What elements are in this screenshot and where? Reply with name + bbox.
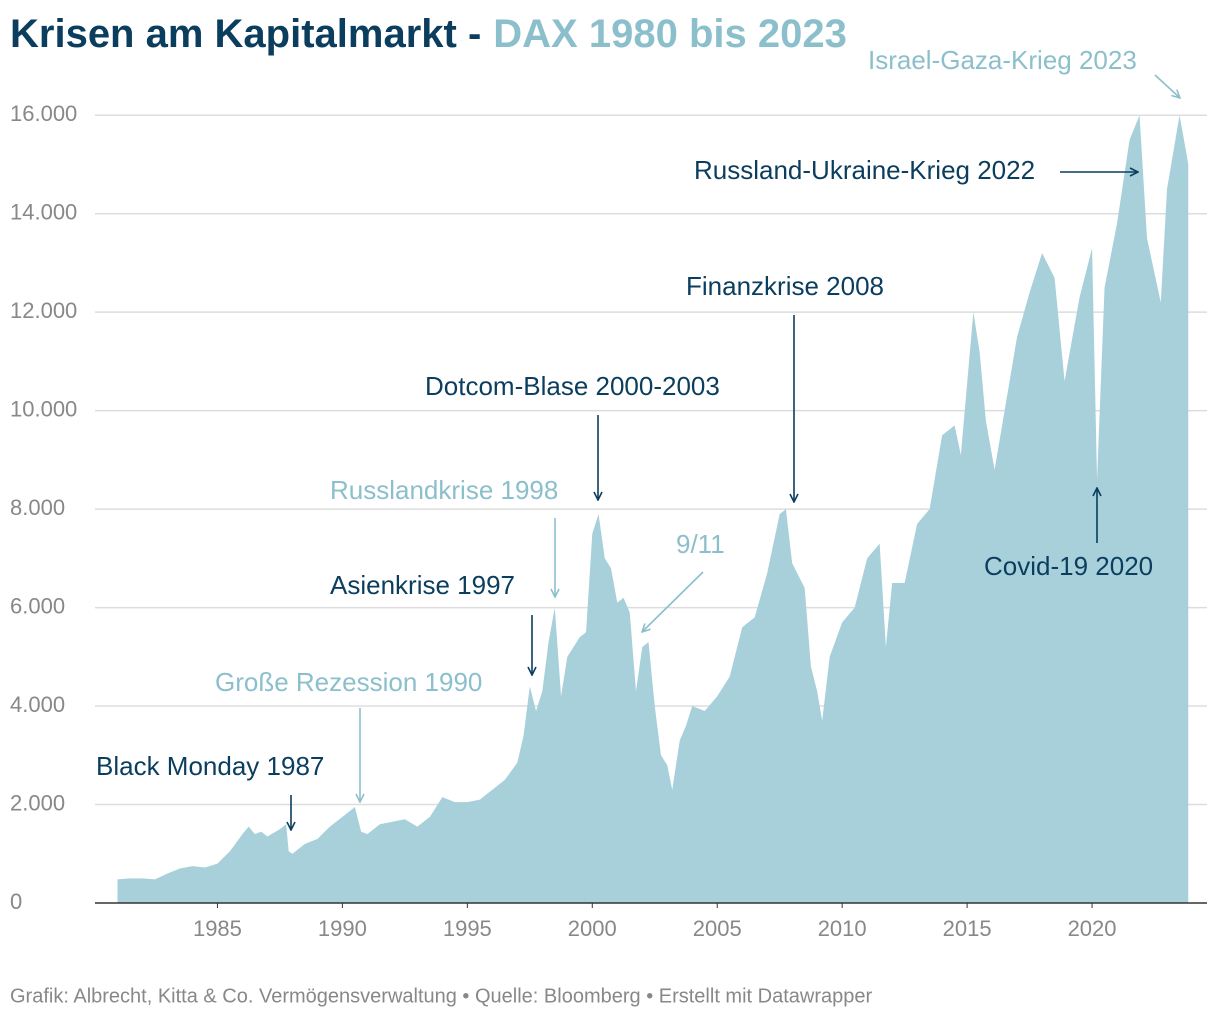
y-tick-label: 6.000: [10, 593, 65, 618]
y-tick-label: 12.000: [10, 298, 77, 323]
annotation: Black Monday 1987: [96, 751, 324, 781]
area: [117, 115, 1189, 903]
annotation: Russlandkrise 1998: [330, 475, 558, 505]
annotation-arrow: [642, 571, 704, 632]
annotation: Russland-Ukraine-Krieg 2022: [694, 155, 1035, 185]
annotation-arrow: [1154, 74, 1180, 98]
annotation: Finanzkrise 2008: [686, 271, 884, 301]
x-tick-label: 2000: [568, 916, 617, 941]
annotation: 9/11: [676, 529, 725, 559]
annotation: Große Rezession 1990: [215, 667, 482, 697]
y-tick-label: 14.000: [10, 200, 77, 225]
title-main: Krisen am Kapitalmarkt -: [10, 12, 481, 56]
source-note: Grafik: Albrecht, Kitta & Co. Vermögensv…: [10, 985, 872, 1007]
x-tick-label: 2010: [818, 916, 867, 941]
x-tick-label: 1995: [443, 916, 492, 941]
y-tick-label: 0: [10, 889, 22, 914]
y-tick-label: 10.000: [10, 396, 77, 421]
annotation: Israel-Gaza-Krieg 2023: [868, 45, 1137, 75]
annotation: Dotcom-Blase 2000-2003: [425, 371, 720, 401]
y-tick-label: 4.000: [10, 692, 65, 717]
chart-title: Krisen am Kapitalmarkt - DAX 1980 bis 202…: [10, 12, 847, 56]
x-tick-label: 2020: [1068, 916, 1117, 941]
x-tick-label: 1990: [318, 916, 367, 941]
x-tick-label: 2015: [943, 916, 992, 941]
annotation: Asienkrise 1997: [330, 570, 515, 600]
annotation: Covid-19 2020: [984, 551, 1153, 581]
y-tick-label: 2.000: [10, 790, 65, 815]
y-tick-label: 8.000: [10, 495, 65, 520]
y-tick-label: 16.000: [10, 101, 77, 126]
x-tick-label: 2005: [693, 916, 742, 941]
x-tick-label: 1985: [193, 916, 242, 941]
title-highlight: DAX 1980 bis 2023: [493, 12, 847, 56]
